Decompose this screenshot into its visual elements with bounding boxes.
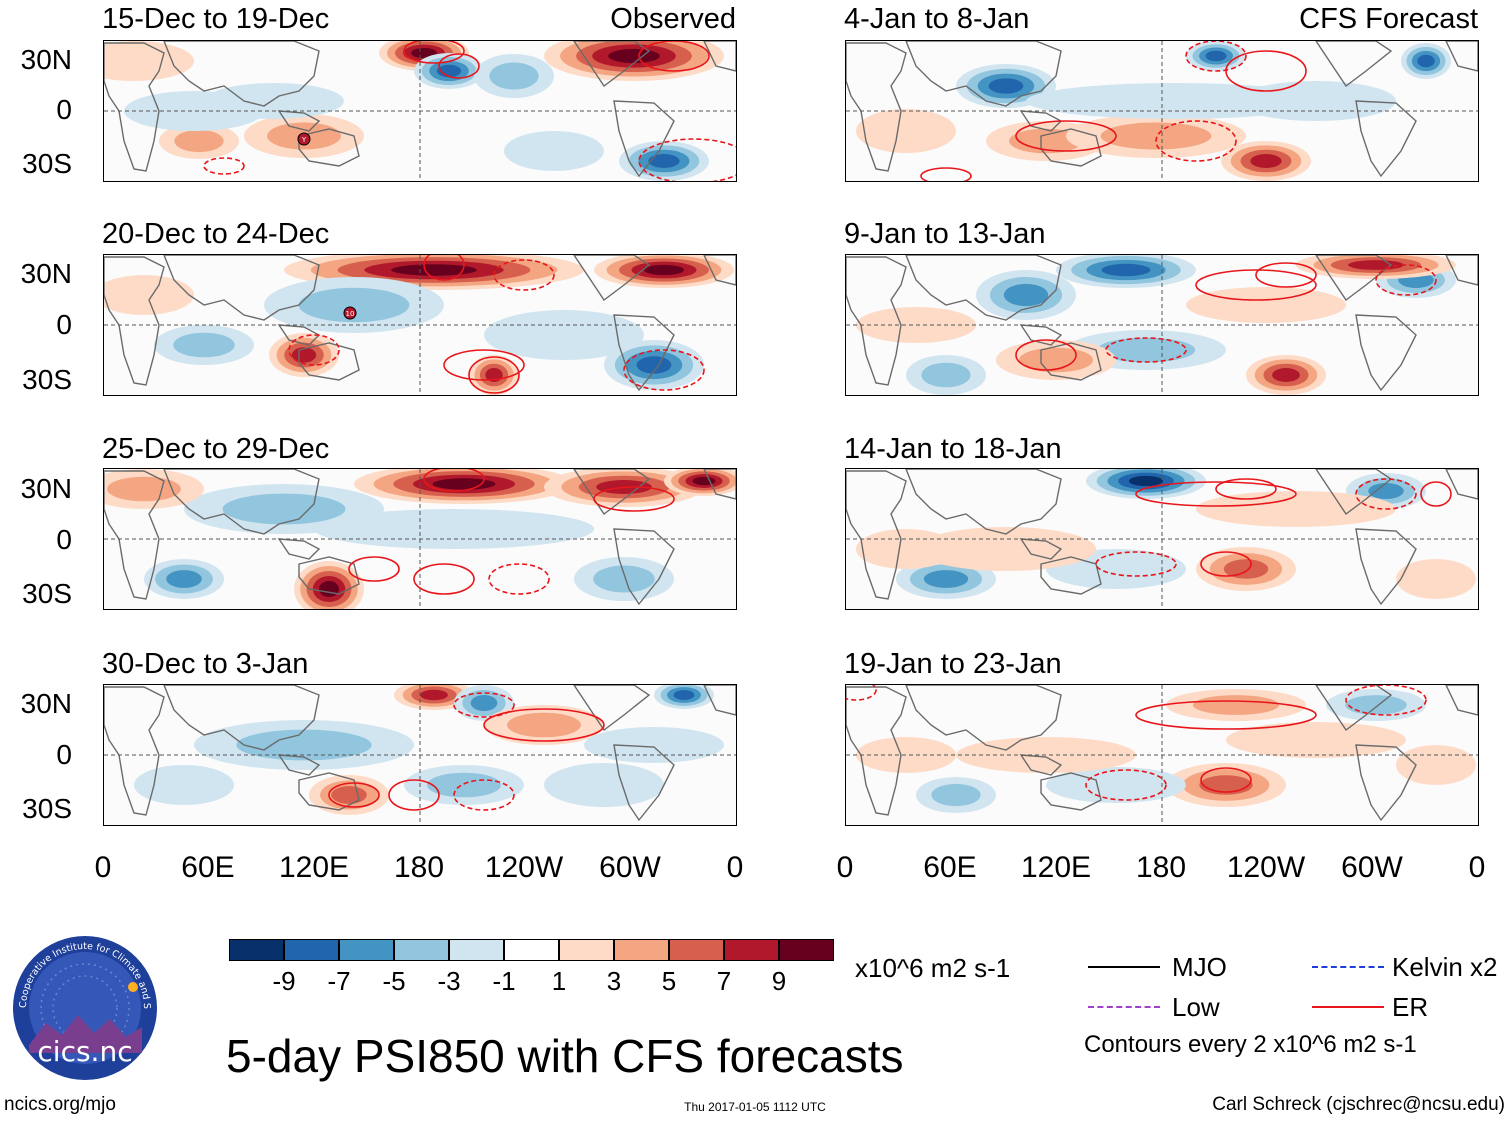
lat-30n-row2: 30N — [20, 258, 72, 289]
fc-panel-3-title: 14-Jan to 18-Jan — [844, 433, 1062, 465]
fc-panel-4-title: 19-Jan to 23-Jan — [844, 648, 1062, 680]
colorbar-box-3 — [339, 939, 394, 961]
lat-0-row3: 0 — [56, 524, 72, 555]
colorbar-units: x10^6 m2 s-1 — [855, 953, 1011, 983]
lat-30n-row1: 30N — [20, 44, 72, 75]
storm-marker-1 — [297, 132, 311, 146]
obs-map-3 — [103, 468, 737, 610]
legend-kelvin-line — [1312, 966, 1384, 968]
legend-mjo-label: MJO — [1172, 952, 1227, 982]
colorbar-tick-3: -5 — [382, 966, 406, 996]
colorbar-tick-5: -1 — [492, 966, 516, 996]
fc-map-2 — [845, 254, 1479, 396]
lon-label-0-left: 0 — [94, 851, 112, 884]
lat-30s-row3: 30S — [22, 578, 72, 609]
legend-er-line — [1312, 1006, 1384, 1008]
colorbar-tick-4: -3 — [437, 966, 461, 996]
storm-marker-1-label: Y — [301, 136, 307, 144]
lon-label-180-left: 180 — [393, 851, 445, 884]
lat-0-row4: 0 — [56, 739, 72, 770]
footer-timestamp: Thu 2017-01-05 1112 UTC — [684, 1100, 826, 1114]
colorbar-box-8 — [614, 939, 669, 961]
colorbar-box-4 — [394, 939, 449, 961]
colorbar-tick-10: 9 — [771, 966, 787, 996]
colorbar-tick-7: 3 — [606, 966, 622, 996]
lon-label-120e-right: 120E — [1020, 851, 1092, 884]
fc-map-4 — [845, 684, 1479, 826]
legend-er-label: ER — [1392, 992, 1429, 1022]
lon-label-60w-right: 60W — [1341, 851, 1403, 884]
fc-panel-1-title: 4-Jan to 8-Jan — [844, 3, 1030, 35]
legend-mjo-line — [1088, 966, 1160, 968]
legend-low-label: Low — [1172, 992, 1220, 1022]
lat-30s-row2: 30S — [22, 364, 72, 395]
legend-low-line — [1088, 1006, 1160, 1008]
obs-panel-3-title: 25-Dec to 29-Dec — [102, 433, 330, 465]
cfs-forecast-label: CFS Forecast — [1299, 3, 1478, 35]
lat-30n-row3: 30N — [20, 473, 72, 504]
lat-0-row2: 0 — [56, 309, 72, 340]
colorbar-box-7 — [559, 939, 614, 961]
lat-30s-row4: 30S — [22, 793, 72, 824]
lon-label-0-right-end: 0 — [1468, 851, 1486, 884]
lon-label-60w-left: 60W — [599, 851, 661, 884]
lon-label-180-right: 180 — [1135, 851, 1187, 884]
colorbar-tick-8: 5 — [661, 966, 677, 996]
logo-text: cics.nc — [37, 1035, 132, 1068]
obs-panel-1-title: 15-Dec to 19-Dec — [102, 3, 330, 35]
legend-kelvin-label: Kelvin x2 — [1392, 952, 1498, 982]
footer-credit: Carl Schreck (cjschrec@ncsu.edu) — [1212, 1094, 1505, 1115]
obs-map-2: 10 — [103, 254, 737, 396]
obs-map-4 — [103, 684, 737, 826]
lat-30s-row1: 30S — [22, 148, 72, 179]
colorbar-box-1 — [229, 939, 284, 961]
storm-marker-2 — [343, 306, 357, 320]
fc-map-1 — [845, 40, 1479, 182]
lat-0-row1: 0 — [56, 94, 72, 125]
observed-label: Observed — [610, 3, 736, 35]
obs-panel-2-title: 20-Dec to 24-Dec — [102, 218, 330, 250]
lon-label-60e-left: 60E — [181, 851, 235, 884]
cics-logo: Cooperative Institute for Climate and Sa… — [9, 927, 158, 1081]
lat-30n-row4: 30N — [20, 688, 72, 719]
colorbar-box-5 — [449, 939, 504, 961]
lon-label-120e-left: 120E — [278, 851, 350, 884]
colorbar-box-9 — [669, 939, 724, 961]
lon-label-120w-left: 120W — [484, 851, 564, 884]
lon-label-0-right: 0 — [836, 851, 854, 884]
colorbar-tick-6: 1 — [551, 966, 567, 996]
footer-url: ncics.org/mjo — [4, 1094, 116, 1115]
lon-label-60e-right: 60E — [923, 851, 977, 884]
obs-panel-4-title: 30-Dec to 3-Jan — [102, 648, 309, 680]
colorbar-box-6 — [504, 939, 559, 961]
fc-map-3 — [845, 468, 1479, 610]
lon-label-120w-right: 120W — [1226, 851, 1306, 884]
colorbar-tick-2: -7 — [327, 966, 351, 996]
colorbar-box-11 — [779, 939, 834, 961]
storm-marker-2-label: 10 — [346, 310, 355, 318]
contours-note: Contours every 2 x10^6 m2 s-1 — [1084, 1031, 1417, 1058]
colorbar-tick-1: -9 — [272, 966, 296, 996]
colorbar-box-10 — [724, 939, 779, 961]
obs-map-1: Y — [103, 40, 737, 182]
colorbar-box-2 — [284, 939, 339, 961]
fc-panel-2-title: 9-Jan to 13-Jan — [844, 218, 1046, 250]
main-title: 5-day PSI850 with CFS forecasts — [226, 1030, 904, 1082]
colorbar-tick-9: 7 — [716, 966, 732, 996]
lon-label-0-right-end-left: 0 — [726, 851, 744, 884]
